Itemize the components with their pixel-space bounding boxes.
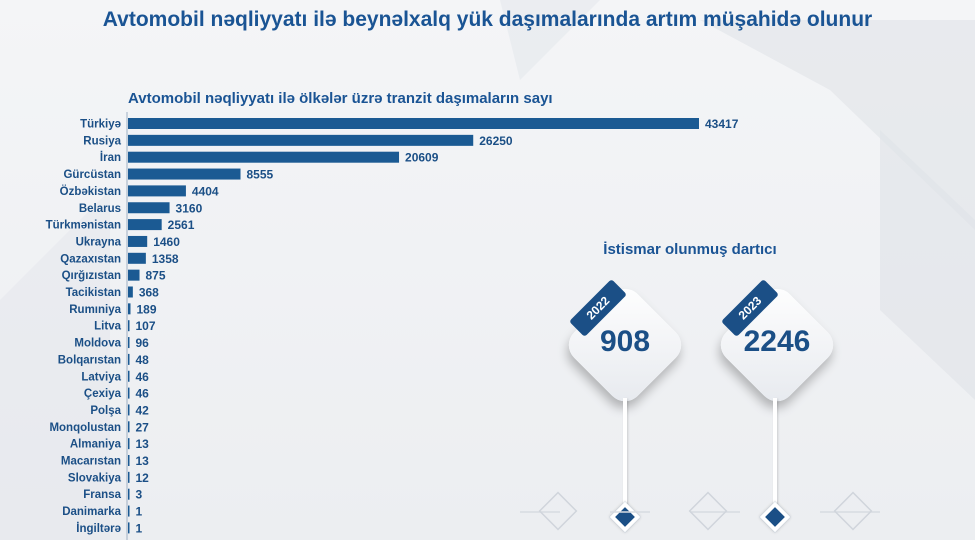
value-label: 13 <box>136 454 150 468</box>
tractor-section-title: İstismar olunmuş dartıcı <box>603 241 777 258</box>
tractor-value-2022: 908 <box>599 325 651 358</box>
bar <box>128 252 146 264</box>
category-label: Bolqarıstan <box>58 354 121 366</box>
category-label: Gürcüstan <box>63 169 121 181</box>
bar <box>128 353 130 365</box>
bar <box>128 337 130 349</box>
bar <box>128 438 130 450</box>
value-label: 4404 <box>192 184 219 198</box>
bar <box>128 134 474 146</box>
category-label: Danimarka <box>62 506 121 518</box>
value-label: 8555 <box>247 168 274 182</box>
category-label: Rumıniya <box>69 304 121 316</box>
bar <box>128 387 130 399</box>
category-label: Macarıstan <box>61 456 121 468</box>
bar <box>128 488 130 500</box>
value-label: 875 <box>146 269 166 283</box>
category-label: Polşa <box>90 405 121 417</box>
bar <box>128 168 241 180</box>
category-label: Türkiyə <box>80 119 121 131</box>
bar <box>128 404 130 416</box>
bar-chart: Türkiyə 43417 Rusiya 26250 İran 20609 Gürcüsta… <box>46 112 739 540</box>
bar <box>128 421 130 433</box>
category-label: Ukrayna <box>76 236 122 248</box>
category-label: Almaniya <box>70 439 122 451</box>
category-label: İran <box>100 151 121 164</box>
bar <box>128 471 130 483</box>
value-label: 48 <box>136 353 150 367</box>
category-label: Çexiya <box>84 388 122 400</box>
category-label: Rusiya <box>83 135 121 147</box>
bar <box>128 185 186 197</box>
page-title: Avtomobil nəqliyyatı ilə beynəlxalq yük … <box>102 8 873 31</box>
value-label: 189 <box>136 302 156 316</box>
value-label: 43417 <box>705 117 739 131</box>
category-label: Türkmənistan <box>46 220 121 232</box>
tractor-value-2023: 2246 <box>743 325 811 358</box>
value-label: 46 <box>136 370 150 384</box>
category-label: Latviya <box>81 371 121 383</box>
value-label: 368 <box>139 286 159 300</box>
bar <box>128 118 699 129</box>
timeline-stem-2022 <box>623 398 627 510</box>
bar <box>128 235 148 247</box>
timeline-stem-2023 <box>773 398 777 510</box>
bar <box>128 522 130 534</box>
category-label: Qazaxıstan <box>60 253 121 265</box>
category-label: Fransa <box>83 489 121 501</box>
category-label: Belarus <box>79 203 121 215</box>
chart-title: Avtomobil nəqliyyatı ilə ölkələr üzrə tr… <box>128 90 553 107</box>
tractor-card-2022: 908 <box>555 275 695 415</box>
bar <box>128 202 170 214</box>
bar <box>128 370 130 382</box>
bar <box>128 286 133 298</box>
value-label: 3 <box>136 488 143 502</box>
value-label: 1 <box>136 505 143 519</box>
value-label: 42 <box>136 403 150 417</box>
value-label: 107 <box>136 319 156 333</box>
tractor-card-2023: 2246 <box>707 275 847 415</box>
bar <box>128 320 130 332</box>
value-label: 13 <box>136 437 150 451</box>
value-label: 27 <box>136 420 150 434</box>
category-label: Monqolustan <box>49 422 121 434</box>
category-label: Slovakiya <box>68 472 122 484</box>
bar <box>128 269 140 281</box>
value-label: 2561 <box>168 218 195 232</box>
value-label: 3160 <box>176 201 203 215</box>
category-label: Qırğızıstan <box>62 270 121 282</box>
bar <box>128 219 162 231</box>
value-label: 1358 <box>152 252 179 266</box>
category-label: Litva <box>94 321 121 333</box>
value-label: 12 <box>136 471 150 485</box>
value-label: 1 <box>136 521 143 535</box>
bar <box>128 505 130 517</box>
category-label: Özbəkistan <box>60 185 121 198</box>
bar <box>128 455 130 466</box>
category-label: İngiltərə <box>76 522 121 535</box>
timeline-decor <box>520 491 880 531</box>
value-label: 26250 <box>479 134 513 148</box>
value-label: 46 <box>136 387 150 401</box>
bar <box>128 303 131 315</box>
bar <box>128 151 400 163</box>
value-label: 20609 <box>405 151 439 165</box>
category-label: Tacikistan <box>66 287 121 299</box>
value-label: 96 <box>136 336 150 350</box>
value-label: 1460 <box>153 235 180 249</box>
category-label: Moldova <box>74 338 121 350</box>
